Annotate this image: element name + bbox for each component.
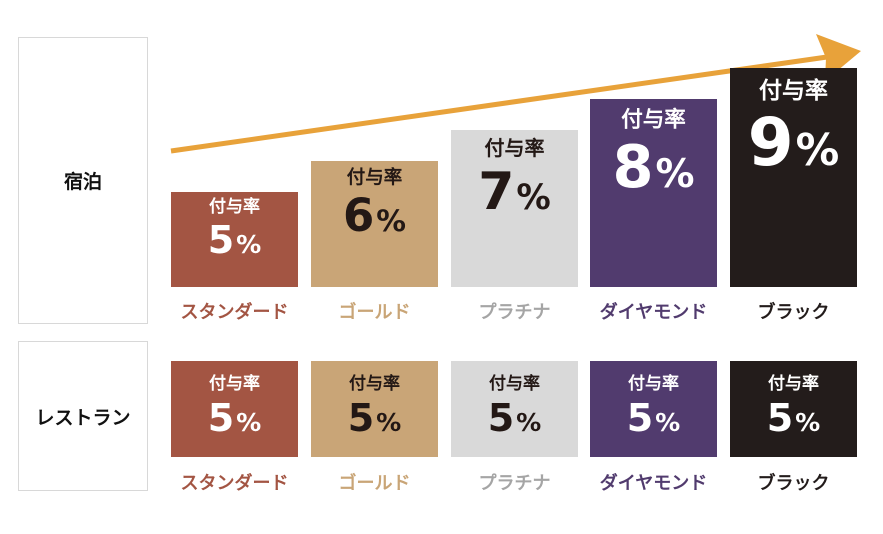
bar-lodging-2: [451, 130, 578, 287]
category-label: ダイヤモンド: [600, 472, 707, 494]
category-label: ゴールド: [339, 472, 411, 494]
value-label: 5%: [767, 396, 821, 440]
bar-lodging-4: [730, 68, 857, 287]
category-label: プラチナ: [479, 472, 551, 494]
bar-lodging-3: [590, 99, 717, 287]
bar-restaurant-4: [730, 361, 857, 457]
category-label: ブラック: [758, 472, 830, 494]
value-label: 5%: [627, 396, 681, 440]
value-prefix-label: 付与率: [209, 373, 260, 394]
category-label: スタンダード: [181, 301, 289, 323]
value-label: 5%: [208, 396, 262, 440]
value-prefix-label: 付与率: [209, 196, 260, 217]
value-prefix-label: 付与率: [759, 77, 828, 104]
value-prefix-label: 付与率: [621, 107, 686, 133]
bar-restaurant-0: [171, 361, 298, 457]
value-prefix-label: 付与率: [628, 373, 679, 394]
value-prefix-label: 付与率: [347, 167, 403, 189]
bar-restaurant-3: [590, 361, 717, 457]
bar-lodging-1: [311, 161, 438, 287]
value-label: 7%: [478, 162, 551, 222]
row-label-restaurant: レストラン: [18, 341, 148, 491]
category-label: ブラック: [758, 301, 830, 323]
value-label: 5%: [208, 218, 262, 262]
value-label: 5%: [348, 396, 402, 440]
bar-restaurant-2: [451, 361, 578, 457]
value-label: 9%: [748, 104, 840, 181]
bar-restaurant-1: [311, 361, 438, 457]
category-label: プラチナ: [479, 301, 551, 323]
row-label-lodging: 宿泊: [18, 37, 148, 324]
trend-arrow-line: [170, 53, 835, 154]
category-label: ゴールド: [339, 301, 411, 323]
value-prefix-label: 付与率: [489, 373, 540, 394]
value-label: 8%: [612, 132, 694, 201]
category-label: ダイヤモンド: [600, 301, 707, 323]
value-label: 5%: [488, 396, 542, 440]
value-label: 6%: [343, 189, 406, 242]
category-label: スタンダード: [181, 472, 289, 494]
value-prefix-label: 付与率: [349, 373, 400, 394]
value-prefix-label: 付与率: [768, 373, 819, 394]
value-prefix-label: 付与率: [485, 136, 545, 160]
bar-lodging-0: [171, 192, 298, 287]
